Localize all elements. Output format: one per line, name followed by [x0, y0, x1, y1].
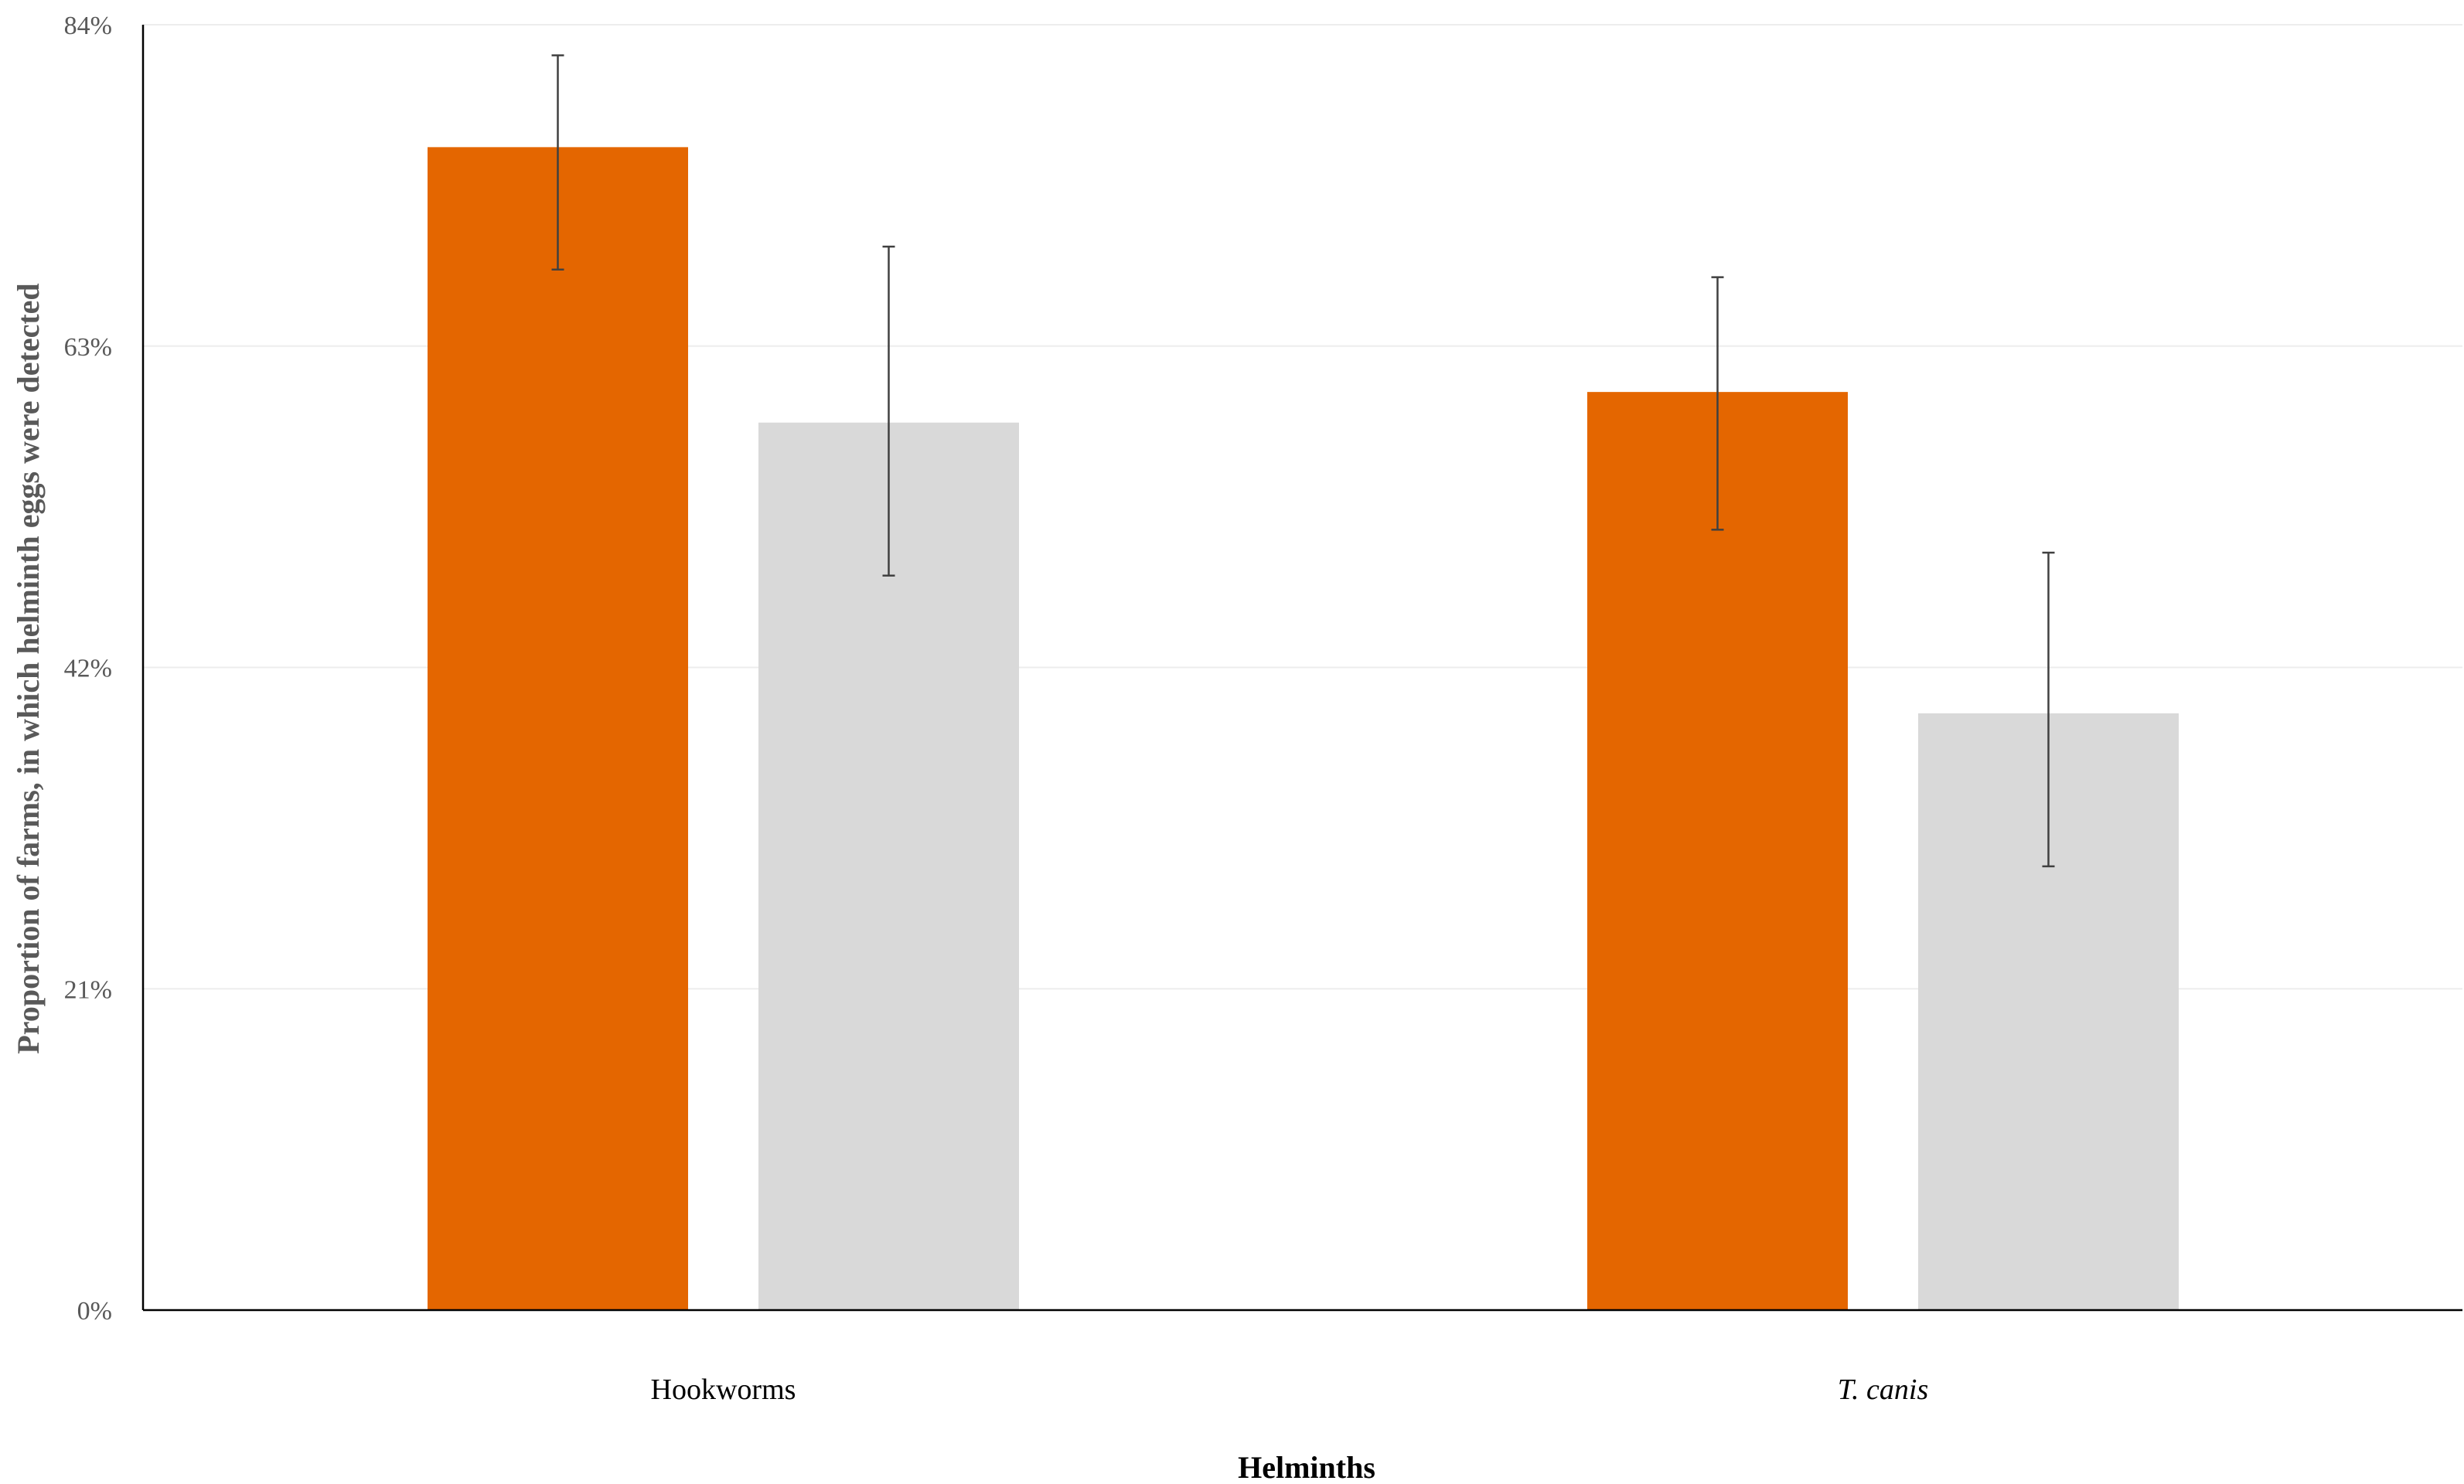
x-category-label: Hookworms — [651, 1373, 796, 1406]
x-axis-title: Helminths — [1238, 1450, 1375, 1484]
bar — [428, 147, 688, 1310]
bars — [428, 147, 2179, 1311]
y-axis-title: Proportion of farms, in which helminth e… — [11, 283, 46, 1053]
tick-labels: 0% 21% 42% 63% 84% Hookworms T. canis — [64, 12, 1929, 1406]
axes — [141, 25, 2462, 1312]
y-tick-label: 84% — [64, 12, 112, 40]
x-category-label: T. canis — [1838, 1373, 1929, 1406]
y-tick-label: 0% — [77, 1297, 112, 1326]
y-tick-label: 42% — [64, 655, 112, 683]
error-bars — [551, 54, 2055, 868]
y-tick-label: 21% — [64, 975, 112, 1004]
y-tick-label: 63% — [64, 333, 112, 362]
bar — [1587, 392, 1848, 1311]
